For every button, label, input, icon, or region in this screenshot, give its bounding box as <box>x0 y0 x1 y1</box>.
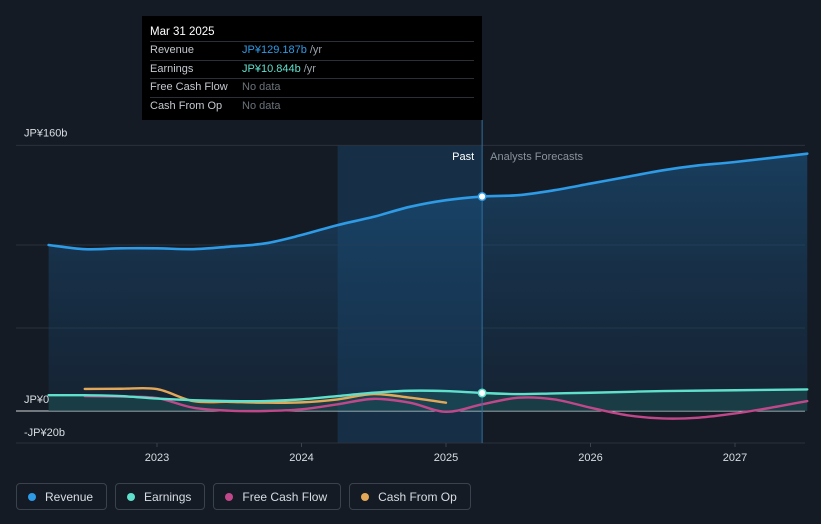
series-lines <box>47 152 809 420</box>
tooltip-date: Mar 31 2025 <box>150 26 215 38</box>
legend-label: Earnings <box>144 489 192 504</box>
x-tick-label: 2027 <box>723 452 747 464</box>
legend-item-free-cash-flow[interactable]: Free Cash Flow <box>213 483 342 510</box>
tooltip-row-free-cash-flow: Free Cash Flow No data <box>150 78 474 97</box>
earnings-marker <box>477 388 487 398</box>
x-tick-label: 2025 <box>434 452 458 464</box>
free-cash-flow-line <box>83 394 809 420</box>
legend-label: Revenue <box>45 489 94 504</box>
cash-from-op-dot-icon <box>361 492 370 501</box>
x-tick-label: 2024 <box>289 452 313 464</box>
forecast-label: Analysts Forecasts <box>490 151 583 163</box>
legend-label: Free Cash Flow <box>242 489 328 504</box>
earnings-dot-icon <box>127 492 136 501</box>
hover-markers <box>477 191 487 398</box>
revenue-marker <box>477 191 487 202</box>
tooltip-value: JP¥10.844b <box>242 62 301 75</box>
tooltip-label: Free Cash Flow <box>150 81 228 93</box>
earnings-line <box>47 388 809 403</box>
revenue-area-fill <box>48 153 808 411</box>
y-tick-label: -JP¥20b <box>24 427 65 439</box>
legend-item-cash-from-op[interactable]: Cash From Op <box>349 483 471 510</box>
x-tick-label: 2023 <box>145 452 169 464</box>
y-axis: JP¥160b JP¥0 -JP¥20b <box>24 127 67 439</box>
x-axis: 2023 2024 2025 2026 2027 <box>145 443 747 464</box>
tooltip-label: Earnings <box>150 62 194 75</box>
y-tick-label: JP¥160b <box>24 127 67 139</box>
tooltip-value: JP¥129.187b <box>242 44 307 56</box>
tooltip-unit: /yr <box>309 44 323 56</box>
legend: Revenue Earnings Free Cash Flow Cash Fro… <box>16 483 471 510</box>
tooltip-value: No data <box>242 99 281 112</box>
legend-item-earnings[interactable]: Earnings <box>115 483 206 510</box>
cash-from-op-line <box>83 386 448 404</box>
past-label: Past <box>452 151 474 163</box>
legend-label: Cash From Op <box>378 489 457 504</box>
y-tick-label: JP¥0 <box>24 394 49 406</box>
tooltip-unit: /yr <box>303 62 316 75</box>
tooltip-row-earnings: Earnings JP¥10.844b /yr <box>150 59 474 79</box>
tooltip-row-cash-from-op: Cash From Op No data <box>150 96 474 116</box>
tooltip-panel: Mar 31 2025 Revenue JP¥129.187b /yr Earn… <box>142 16 482 120</box>
x-tick-label: 2026 <box>578 452 602 464</box>
free-cash-flow-dot-icon <box>225 492 234 501</box>
tooltip-value: No data <box>242 81 281 93</box>
tooltip-row-revenue: Revenue JP¥129.187b /yr <box>150 41 474 60</box>
legend-item-revenue[interactable]: Revenue <box>16 483 108 510</box>
tooltip-label: Cash From Op <box>150 99 223 112</box>
revenue-dot-icon <box>28 492 36 501</box>
tooltip-label: Revenue <box>150 44 195 56</box>
revenue-line <box>47 152 809 251</box>
